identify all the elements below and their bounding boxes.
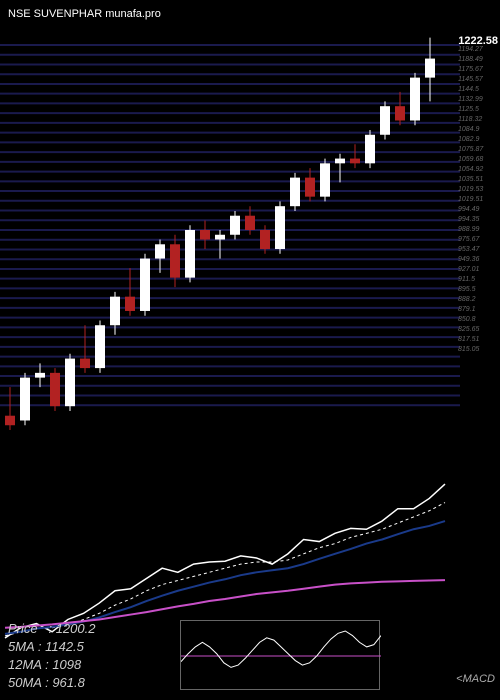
price-axis-label: 1145.57 xyxy=(458,75,498,85)
price-axis-label: 1059.68 xyxy=(458,155,498,165)
macd-inset-chart xyxy=(180,620,380,690)
chart-title: NSE SUVENPHAR munafa.pro xyxy=(8,8,161,20)
price-axis-label: 994.49 xyxy=(458,205,498,215)
price-axis-label: 1125.5 xyxy=(458,105,498,115)
stat-price: Price : 1200.2 xyxy=(8,620,95,638)
price-axis-label: 1175.67 xyxy=(458,65,498,75)
price-axis-label: 988.99 xyxy=(458,225,498,235)
price-axis-label: 1035.51 xyxy=(458,175,498,185)
price-axis-label: 1019.51 xyxy=(458,195,498,205)
stat-5ma: 5MA : 1142.5 xyxy=(8,638,95,656)
price-axis-label: 895.5 xyxy=(458,285,498,295)
price-axis-label: 1188.49 xyxy=(458,55,498,65)
price-axis-label: 888.2 xyxy=(458,295,498,305)
stat-50ma: 50MA : 961.8 xyxy=(8,674,95,692)
price-axis-label: 1075.87 xyxy=(458,145,498,155)
price-axis-label: 815.05 xyxy=(458,345,498,355)
price-axis-label: 1082.9 xyxy=(458,135,498,145)
price-axis-label: 850.8 xyxy=(458,315,498,325)
price-axis-label: 1132.99 xyxy=(458,95,498,105)
price-axis-label: 825.65 xyxy=(458,325,498,335)
price-axis-label: 1084.9 xyxy=(458,125,498,135)
price-axis-label: 1144.5 xyxy=(458,85,498,95)
price-axis-label: 911.5 xyxy=(458,275,498,285)
price-axis-label: 994.35 xyxy=(458,215,498,225)
price-axis-label: 817.51 xyxy=(458,335,498,345)
candlestick-chart xyxy=(0,30,460,430)
stats-overlay: Price : 1200.2 5MA : 1142.5 12MA : 1098 … xyxy=(8,620,95,692)
price-axis-label: 949.36 xyxy=(458,255,498,265)
macd-label: <MACD xyxy=(456,673,495,685)
price-axis-label: 953.47 xyxy=(458,245,498,255)
price-axis-label: 1118.32 xyxy=(458,115,498,125)
price-axis-label: 1194.27 xyxy=(458,45,498,55)
price-axis-label: 879.1 xyxy=(458,305,498,315)
stat-12ma: 12MA : 1098 xyxy=(8,656,95,674)
price-axis-label: 1019.53 xyxy=(458,185,498,195)
price-axis-label: 1054.92 xyxy=(458,165,498,175)
price-axis-label: 927.01 xyxy=(458,265,498,275)
price-axis-labels: 1194.271188.491175.671145.571144.51132.9… xyxy=(458,45,498,355)
moving-average-chart: Price : 1200.2 5MA : 1142.5 12MA : 1098 … xyxy=(0,470,500,700)
price-axis-label: 975.67 xyxy=(458,235,498,245)
